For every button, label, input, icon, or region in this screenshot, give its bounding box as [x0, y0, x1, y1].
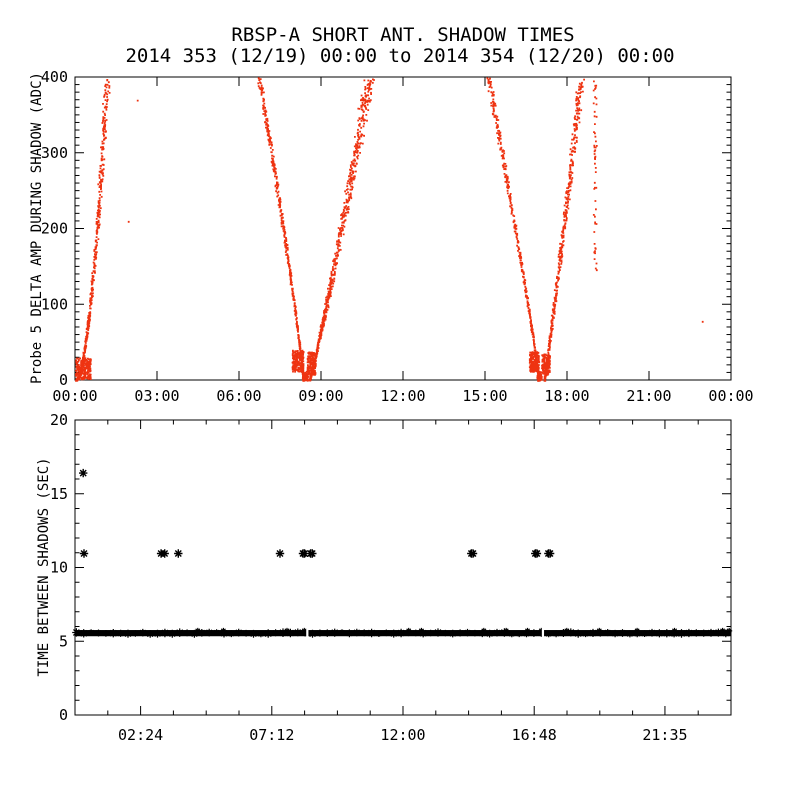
svg-text:100: 100 [41, 295, 68, 313]
svg-text:12:00: 12:00 [380, 387, 425, 405]
bottom-panel-frame [74, 419, 732, 716]
svg-text:5: 5 [59, 632, 68, 650]
outlier-asterisks-11s [79, 549, 555, 558]
svg-text:0: 0 [59, 371, 68, 389]
svg-text:10: 10 [50, 559, 68, 577]
branch-shadow2-egress-rise [308, 78, 375, 382]
svg-text:15:00: 15:00 [462, 387, 507, 405]
svg-text:09:00: 09:00 [298, 387, 343, 405]
chart-subtitle: 2014 353 (12/19) 00:00 to 2014 354 (12/2… [125, 45, 675, 67]
axes-ticks [74, 76, 732, 716]
svg-text:300: 300 [41, 144, 68, 162]
blob-shadow3-center-dip [536, 371, 543, 382]
stray-points [127, 99, 704, 323]
svg-text:00:00: 00:00 [52, 387, 97, 405]
chart-title: RBSP-A SHORT ANT. SHADOW TIMES [231, 24, 575, 46]
band-gap [541, 627, 545, 640]
bottom-panel-ylabel: TIME BETWEEN SHADOWS (SEC) [36, 457, 52, 677]
svg-text:15: 15 [50, 485, 68, 503]
blob-shadow2-exit-hook [306, 351, 317, 376]
blob-shadow1-base [75, 357, 92, 381]
blob-shadow2-entry-hook [291, 349, 305, 373]
svg-text:21:00: 21:00 [626, 387, 671, 405]
top-panel-frame [74, 76, 732, 381]
svg-text:07:12: 07:12 [249, 726, 294, 744]
svg-text:0: 0 [59, 706, 68, 724]
top-panel-ylabel: Probe 5 DELTA AMP DURING SHADOW (ADC) [29, 72, 45, 384]
svg-text:12:00: 12:00 [380, 726, 425, 744]
branch-shadow1-egress-rise [75, 79, 111, 382]
svg-text:200: 200 [41, 220, 68, 238]
svg-text:06:00: 06:00 [216, 387, 261, 405]
tick-labels: 00:00 03:00 06:00 09:00 12:00 15:00 18:00 21:00… [41, 68, 754, 744]
band-gap [306, 627, 309, 640]
svg-text:02:24: 02:24 [118, 726, 163, 744]
branch-shadow3-ingress-fall [486, 77, 541, 382]
band-core [75, 630, 731, 637]
branch-shadow2-ingress-fall [257, 77, 305, 382]
svg-text:00:00: 00:00 [708, 387, 753, 405]
svg-text:03:00: 03:00 [134, 387, 179, 405]
branch-shadow3-late-streak [592, 80, 598, 272]
svg-text:20: 20 [50, 411, 68, 429]
svg-text:400: 400 [41, 68, 68, 86]
branch-shadow3-egress-rise [543, 78, 585, 382]
svg-text:21:35: 21:35 [642, 726, 687, 744]
blob-shadow3-entry-hook [528, 351, 541, 373]
outlier-asterisk-16s [79, 468, 88, 478]
interval-band [72, 627, 733, 640]
svg-text:16:48: 16:48 [512, 726, 557, 744]
svg-text:18:00: 18:00 [544, 387, 589, 405]
shadow-delta-amp-scatter [75, 77, 704, 382]
blob-shadow3-exit-hook [541, 353, 551, 376]
